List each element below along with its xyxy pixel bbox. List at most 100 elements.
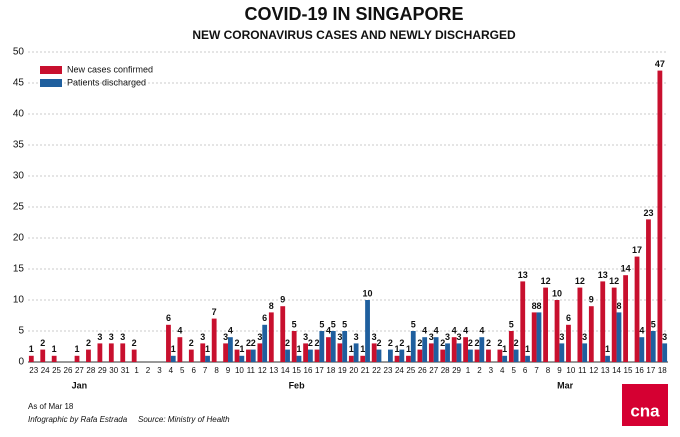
- value-label: 1: [360, 344, 365, 354]
- bar: [468, 349, 473, 362]
- value-label: 3: [372, 332, 377, 342]
- value-label: 2: [376, 338, 381, 348]
- value-label: 4: [452, 326, 457, 336]
- value-label: 2: [497, 338, 502, 348]
- bar: [410, 331, 416, 362]
- x-tick-label: 18: [658, 366, 667, 375]
- y-tick-label: 45: [13, 78, 25, 89]
- value-label: 4: [422, 326, 427, 336]
- value-label: 12: [541, 276, 551, 286]
- legend-label: New cases confirmed: [67, 64, 153, 74]
- value-label: 14: [621, 264, 631, 274]
- value-label: 9: [589, 295, 594, 305]
- value-label: 2: [417, 338, 422, 348]
- value-label: 1: [239, 344, 244, 354]
- bar: [97, 343, 103, 362]
- value-label: 5: [342, 319, 347, 329]
- bar: [371, 343, 377, 362]
- bar: [531, 312, 537, 362]
- value-label: 2: [486, 338, 491, 348]
- bar: [433, 337, 439, 362]
- value-label: 1: [395, 344, 400, 354]
- value-label: 2: [514, 338, 519, 348]
- x-tick-label: 16: [304, 366, 313, 375]
- bar: [166, 324, 171, 362]
- x-tick-label: 5: [511, 366, 516, 375]
- bar: [40, 349, 46, 362]
- value-label: 10: [552, 288, 562, 298]
- value-label: 2: [399, 338, 404, 348]
- y-tick-label: 25: [13, 202, 25, 213]
- value-label: 3: [120, 332, 125, 342]
- bar: [211, 318, 217, 362]
- value-label: 4: [177, 326, 182, 336]
- value-label: 10: [363, 288, 373, 298]
- bar: [600, 281, 606, 362]
- x-tick-label: 14: [281, 366, 290, 375]
- bar: [566, 324, 571, 362]
- bar: [170, 355, 176, 362]
- value-label: 2: [440, 338, 445, 348]
- x-tick-label: 17: [315, 366, 324, 375]
- x-tick-label: 12: [258, 366, 267, 375]
- note: Source: Ministry of Health: [138, 415, 230, 424]
- value-label: 2: [285, 338, 290, 348]
- x-tick-label: 9: [226, 366, 231, 375]
- x-tick-label: 20: [349, 366, 358, 375]
- bar: [634, 256, 640, 362]
- value-label: 4: [463, 326, 468, 336]
- y-tick-label: 0: [18, 357, 24, 368]
- bar: [639, 337, 645, 362]
- y-tick-label: 30: [13, 171, 25, 182]
- value-label: 9: [280, 295, 285, 305]
- bar: [650, 331, 656, 362]
- x-tick-label: 16: [635, 366, 644, 375]
- bar: [223, 343, 228, 362]
- bar: [513, 349, 519, 362]
- value-label: 2: [388, 338, 393, 348]
- bar: [463, 337, 468, 362]
- value-label: 4: [639, 326, 644, 336]
- value-label: 3: [662, 332, 667, 342]
- value-label: 8: [269, 301, 274, 311]
- x-tick-label: 28: [441, 366, 450, 375]
- x-tick-label: 6: [191, 366, 196, 375]
- bar: [200, 343, 206, 362]
- x-tick-label: 26: [64, 366, 73, 375]
- bar: [239, 355, 245, 362]
- value-label: 8: [532, 301, 537, 311]
- x-tick-label: 25: [52, 366, 61, 375]
- x-tick-label: 25: [406, 366, 415, 375]
- x-tick-label: 23: [384, 366, 393, 375]
- value-label: 2: [40, 338, 45, 348]
- value-label: 13: [598, 270, 608, 280]
- bar: [314, 349, 320, 362]
- bar: [394, 355, 400, 362]
- bar: [486, 349, 491, 362]
- bar: [451, 337, 457, 362]
- legend-swatch: [40, 66, 62, 74]
- bar: [342, 331, 348, 362]
- bar: [177, 337, 183, 362]
- x-tick-label: 10: [566, 366, 575, 375]
- bar: [616, 312, 622, 362]
- bar: [559, 343, 565, 362]
- bar: [285, 349, 290, 362]
- value-label: 12: [609, 276, 619, 286]
- value-label: 2: [315, 338, 320, 348]
- bar: [337, 343, 343, 362]
- value-label: 2: [86, 338, 91, 348]
- x-tick-label: 5: [180, 366, 185, 375]
- x-tick-label: 19: [338, 366, 347, 375]
- value-label: 5: [651, 319, 656, 329]
- value-label: 2: [475, 338, 480, 348]
- bar: [474, 349, 480, 362]
- x-tick-label: 21: [361, 366, 370, 375]
- bar: [120, 343, 126, 362]
- bar: [577, 287, 583, 362]
- y-tick-label: 35: [13, 140, 25, 151]
- x-tick-label: 15: [624, 366, 633, 375]
- bar: [28, 355, 34, 362]
- value-label: 1: [205, 344, 210, 354]
- bar: [228, 337, 233, 362]
